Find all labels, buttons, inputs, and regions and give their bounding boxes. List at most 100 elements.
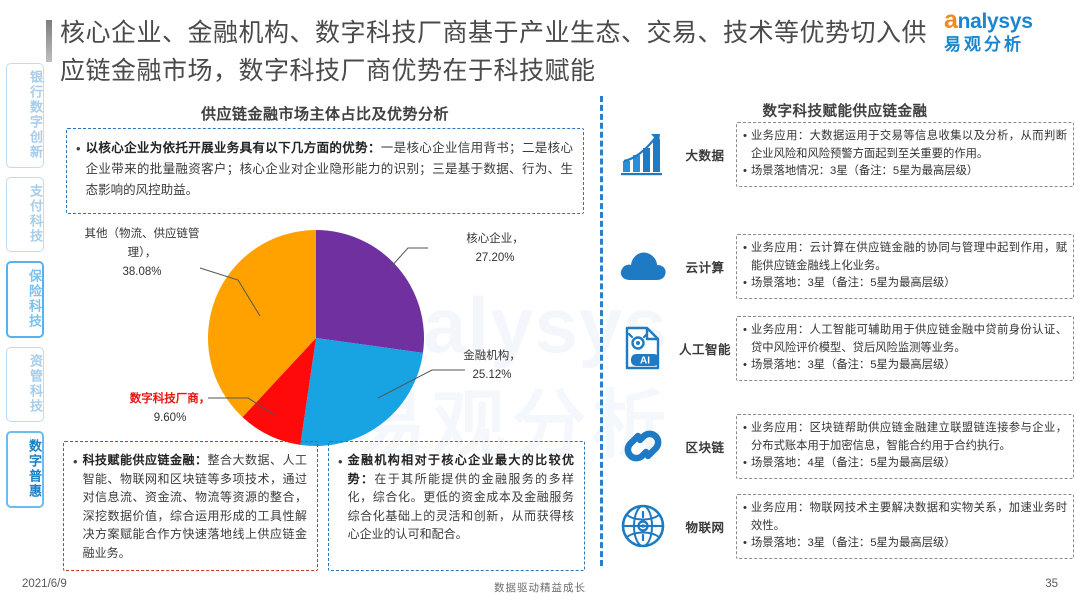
tech-detail-line: • 业务应用：大数据运用于交易等信息收集以及分析，从而判断企业风险和风险预警方面… bbox=[741, 128, 1067, 163]
tech-empowerment-note-rest: 整合大数据、人工智能、物联网和区块链等多项技术，通过对信息流、资金流、物流等资源… bbox=[82, 453, 307, 560]
tech-empowerment-note-strong: 科技赋能供应链金融： bbox=[82, 453, 208, 467]
bullet-icon: • bbox=[73, 454, 78, 469]
tech-row-大数据: 大数据 • 业务应用：大数据运用于交易等信息收集以及分析，从而判断企业风险和风险… bbox=[612, 122, 1074, 187]
tech-empowerment-note-text: 科技赋能供应链金融：整合大数据、人工智能、物联网和区块链等多项技术，通过对信息流… bbox=[83, 451, 307, 562]
sidebar-item-label: 保险科技 bbox=[27, 269, 42, 329]
bar-chart-growth-icon bbox=[612, 124, 674, 184]
financial-institution-note-strong: 金融机构相对于核心企业最大的比较优势： bbox=[347, 453, 574, 486]
tech-name-label: 大数据 bbox=[685, 148, 725, 163]
sidebar: 银行数字创新 支付科技 保险科技 资管科技 数字普惠 bbox=[6, 63, 44, 517]
cloud-icon bbox=[612, 236, 674, 296]
sidebar-item-insurance-tech[interactable]: 保险科技 bbox=[6, 261, 44, 338]
tech-description-box: • 业务应用：物联网技术主要解决数据和实物关系，加速业务时效性。 • 场景落地：… bbox=[736, 494, 1074, 559]
tech-row-人工智能: AI 人工智能 • 业务应用：人工智能可辅助用于供应链金融中贷前身份认证、贷中风… bbox=[612, 316, 1074, 381]
sidebar-item-label: 资管科技 bbox=[28, 354, 43, 414]
tech-name-label: 人工智能 bbox=[678, 342, 731, 357]
financial-institution-note-text: 金融机构相对于核心企业最大的比较优势：在于其所能提供的金融服务的多样化，综合化。… bbox=[348, 451, 574, 544]
sidebar-item-payment-tech[interactable]: 支付科技 bbox=[6, 177, 44, 252]
tech-detail-line: • 业务应用：人工智能可辅助用于供应链金融中贷前身份认证、贷中风险评价模型、贷后… bbox=[741, 322, 1067, 357]
tech-description-box: • 业务应用：大数据运用于交易等信息收集以及分析，从而判断企业风险和风险预警方面… bbox=[736, 122, 1074, 187]
advantage-note-box: • 以核心企业为依托开展业务具有以下几方面的优势：一是核心企业信用背书；二是核心… bbox=[66, 128, 584, 214]
advantage-note-text: 以核心企业为依托开展业务具有以下几方面的优势：一是核心企业信用背书；二是核心企业… bbox=[86, 138, 573, 201]
pie-label-digital-tech-vendor-name: 数字科技厂商， bbox=[129, 393, 211, 405]
pie-label-financial-institution-name: 金融机构， bbox=[463, 350, 521, 362]
pie-label-core-enterprise-value: 27.20% bbox=[475, 252, 515, 264]
sidebar-item-label: 银行数字创新 bbox=[28, 70, 43, 160]
tech-detail-text: 业务应用：云计算在供应链金融的协同与管理中起到作用，赋能供应链金融线上化业务。 bbox=[750, 242, 1067, 272]
tech-detail-line: • 场景落地情况：3星（备注：5星为最高层级） bbox=[741, 163, 1067, 181]
bullet-icon: • bbox=[743, 130, 747, 142]
tech-detail-text: 场景落地：3星（备注：5星为最高层级） bbox=[750, 277, 956, 289]
sidebar-item-asset-management-tech[interactable]: 资管科技 bbox=[6, 347, 44, 422]
right-panel-title: 数字科技赋能供应链金融 bbox=[762, 104, 928, 120]
pie-label-financial-institution: 金融机构， 25.12% bbox=[432, 347, 552, 385]
pie-label-financial-institution-value: 25.12% bbox=[472, 369, 512, 381]
pie-labels: 其他（物流、供应链管理）， 38.08% 核心企业， 27.20% 金融机构， … bbox=[60, 220, 590, 450]
footer-slogan: 数据驱动精益成长 bbox=[494, 582, 586, 594]
footer-date: 2021/6/9 bbox=[22, 578, 67, 590]
bullet-icon: • bbox=[76, 141, 81, 156]
tech-description-box: • 业务应用：人工智能可辅助用于供应链金融中贷前身份认证、贷中风险评价模型、贷后… bbox=[736, 316, 1074, 381]
sidebar-item-bank-digital-innovation[interactable]: 银行数字创新 bbox=[6, 63, 44, 168]
pie-slice-0 bbox=[316, 230, 424, 353]
tech-detail-text: 业务应用：区块链帮助供应链金融建立联盟链连接参与企业，分布式账本用于加密信息，智… bbox=[750, 422, 1067, 452]
bullet-icon: • bbox=[743, 422, 747, 434]
sidebar-item-digital-inclusive-finance[interactable]: 数字普惠 bbox=[6, 431, 44, 508]
footer: 2021/6/9 数据驱动精益成长 35 bbox=[0, 578, 1080, 598]
bullet-icon: • bbox=[743, 242, 747, 254]
ai-document-icon: AI bbox=[612, 318, 674, 378]
tech-detail-line: • 业务应用：云计算在供应链金融的协同与管理中起到作用，赋能供应链金融线上化业务… bbox=[741, 240, 1067, 275]
tech-detail-line: • 场景落地：3星（备注：5星为最高层级） bbox=[741, 535, 1067, 553]
pie-label-core-enterprise-name: 核心企业， bbox=[466, 233, 524, 245]
brand-logo-cn: 易观分析 bbox=[944, 35, 1024, 54]
tech-detail-line: • 场景落地：3星（备注：5星为最高层级） bbox=[741, 357, 1067, 375]
brand-logo-en-rest: nalysys bbox=[957, 10, 1033, 33]
bullet-icon: • bbox=[338, 454, 343, 469]
pie-label-other-name: 其他（物流、供应链管理）， bbox=[84, 228, 200, 259]
tech-detail-text: 场景落地：3星（备注：5星为最高层级） bbox=[750, 537, 956, 549]
pie-label-digital-tech-vendor: 数字科技厂商， 9.60% bbox=[110, 390, 230, 428]
financial-institution-note-box: • 金融机构相对于核心企业最大的比较优势：在于其所能提供的金融服务的多样化，综合… bbox=[328, 441, 585, 571]
tech-empowerment-note-box: • 科技赋能供应链金融：整合大数据、人工智能、物联网和区块链等多项技术，通过对信… bbox=[63, 441, 318, 571]
title-accent-bar bbox=[46, 20, 52, 62]
sidebar-item-label: 支付科技 bbox=[28, 184, 43, 244]
pie-label-other-value: 38.08% bbox=[122, 266, 162, 278]
financial-institution-note-rest: 在于其所能提供的金融服务的多样化，综合化。更低的资金成本及金融服务综合化基础上的… bbox=[347, 471, 574, 542]
pie-label-digital-tech-vendor-value: 9.60% bbox=[153, 412, 187, 424]
pie-slice-1 bbox=[300, 338, 423, 446]
sidebar-item-label: 数字普惠 bbox=[27, 439, 42, 499]
tech-detail-text: 业务应用：物联网技术主要解决数据和实物关系，加速业务时效性。 bbox=[750, 502, 1067, 532]
bullet-icon: • bbox=[743, 324, 747, 336]
tech-row-云计算: 云计算 • 业务应用：云计算在供应链金融的协同与管理中起到作用，赋能供应链金融线… bbox=[612, 234, 1074, 299]
pie-slice-2 bbox=[242, 338, 316, 445]
advantage-note-strong: 以核心企业为依托开展业务具有以下几方面的优势： bbox=[85, 141, 381, 155]
bullet-icon: • bbox=[743, 537, 747, 549]
page-title: 核心企业、金融机构、数字科技厂商基于产业生态、交易、技术等优势切入供应链金融市场… bbox=[60, 18, 928, 85]
tech-detail-line: • 业务应用：区块链帮助供应链金融建立联盟链连接参与企业，分布式账本用于加密信息… bbox=[741, 420, 1067, 455]
tech-detail-text: 业务应用：大数据运用于交易等信息收集以及分析，从而判断企业风险和风险预警方面起到… bbox=[750, 130, 1067, 160]
bullet-icon: • bbox=[743, 457, 747, 469]
brand-logo-a-icon: a bbox=[944, 6, 958, 34]
pie-label-core-enterprise: 核心企业， 27.20% bbox=[435, 230, 555, 268]
tech-description-box: • 业务应用：区块链帮助供应链金融建立联盟链连接参与企业，分布式账本用于加密信息… bbox=[736, 414, 1074, 479]
globe-network-icon bbox=[612, 496, 674, 556]
svg-text:AI: AI bbox=[640, 356, 650, 367]
tech-detail-line: • 业务应用：物联网技术主要解决数据和实物关系，加速业务时效性。 bbox=[741, 500, 1067, 535]
tech-detail-text: 场景落地：4星（备注：5星为最高层级） bbox=[750, 457, 956, 469]
tech-detail-text: 场景落地：3星（备注：5星为最高层级） bbox=[750, 359, 956, 371]
tech-detail-text: 业务应用：人工智能可辅助用于供应链金融中贷前身份认证、贷中风险评价模型、贷后风险… bbox=[750, 324, 1067, 354]
bullet-icon: • bbox=[743, 359, 747, 371]
vertical-divider bbox=[600, 96, 603, 566]
tech-detail-line: • 场景落地：4星（备注：5星为最高层级） bbox=[741, 455, 1067, 473]
tech-row-物联网: 物联网 • 业务应用：物联网技术主要解决数据和实物关系，加速业务时效性。 • 场… bbox=[612, 494, 1074, 559]
pie-label-other: 其他（物流、供应链管理）， 38.08% bbox=[82, 225, 202, 282]
footer-page-number: 35 bbox=[1045, 578, 1058, 590]
brand-logo-en: analysys bbox=[944, 8, 1064, 33]
tech-description-box: • 业务应用：云计算在供应链金融的协同与管理中起到作用，赋能供应链金融线上化业务… bbox=[736, 234, 1074, 299]
tech-name-label: 云计算 bbox=[685, 260, 725, 275]
tech-detail-line: • 场景落地：3星（备注：5星为最高层级） bbox=[741, 275, 1067, 293]
tech-detail-text: 场景落地情况：3星（备注：5星为最高层级） bbox=[750, 165, 979, 177]
brand-logo: analysys 易观分析 bbox=[944, 8, 1064, 54]
tech-row-区块链: 区块链 • 业务应用：区块链帮助供应链金融建立联盟链连接参与企业，分布式账本用于… bbox=[612, 414, 1074, 479]
